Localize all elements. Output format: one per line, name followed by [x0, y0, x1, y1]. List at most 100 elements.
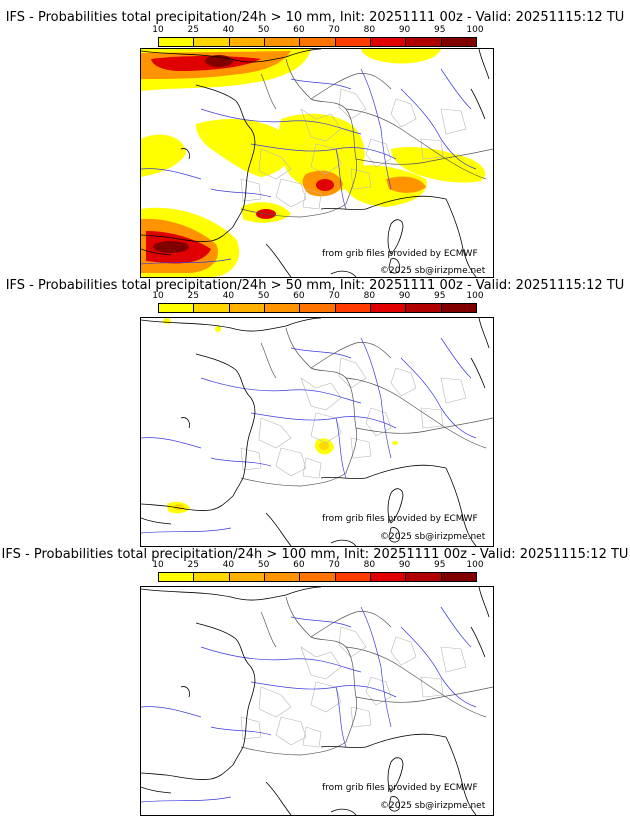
- map-line: [240, 203, 347, 218]
- copyright-credit: ©2025 sb@irizpme.net: [380, 266, 486, 276]
- map-line: [445, 467, 477, 546]
- colorbar-tick-label: 25: [187, 291, 199, 301]
- map-line: [300, 646, 342, 680]
- map-line: [141, 258, 232, 265]
- map-line: [195, 622, 256, 766]
- map-features: [141, 587, 493, 815]
- map-line: [141, 248, 172, 256]
- precip-area: [319, 442, 329, 450]
- map-line: [302, 188, 322, 210]
- map-line: [440, 646, 467, 673]
- map-line: [258, 417, 292, 449]
- map-line: [200, 646, 362, 673]
- colorbar-segment: [264, 38, 301, 46]
- map-line: [141, 49, 322, 63]
- map-line: [330, 539, 357, 546]
- copyright-credit: ©2025 sb@irizpme.net: [380, 532, 486, 542]
- colorbar-segment: [194, 573, 230, 581]
- colorbar-tick-label: 90: [398, 25, 411, 35]
- map-line: [338, 357, 367, 389]
- precip-area: [391, 147, 486, 183]
- colorbar-segment: [441, 304, 476, 312]
- map-line: [388, 796, 400, 812]
- map-line: [445, 198, 477, 277]
- precip-area: [361, 49, 441, 64]
- map-svg: [141, 587, 493, 815]
- precip-areas: [141, 49, 486, 277]
- map-line: [355, 686, 493, 703]
- map-line: [350, 437, 372, 459]
- map-line: [400, 88, 477, 170]
- precip-area: [392, 441, 398, 445]
- precip-area: [141, 134, 186, 177]
- map-line: [388, 258, 400, 274]
- map-line: [195, 84, 256, 228]
- map-line: [180, 417, 190, 429]
- colorbar-tick-label: 100: [466, 25, 484, 35]
- colorbar-ticks: 10 25 40 50 60 70 80 90 95 100: [0, 560, 630, 572]
- map-line: [290, 347, 352, 359]
- colorbar-tick-label: 60: [293, 560, 305, 570]
- map-line: [320, 195, 447, 210]
- colorbar-tick-label: 40: [222, 560, 235, 570]
- colorbar-segment: [300, 38, 336, 46]
- source-credit: from grib files provided by ECMWF: [322, 783, 478, 793]
- map-line: [300, 377, 342, 411]
- map-line: [470, 88, 486, 120]
- map-line: [260, 342, 277, 379]
- map-line: [265, 512, 292, 546]
- colorbar-tick-label: 25: [187, 25, 199, 35]
- panel-title: IFS - Probabilities total precipitation/…: [5, 278, 625, 293]
- colorbar-tick-label: 50: [257, 25, 270, 35]
- map-line: [338, 626, 367, 658]
- map-line: [250, 412, 397, 429]
- colorbar-segment: [441, 573, 476, 581]
- map-line: [360, 337, 392, 459]
- map-line: [345, 108, 487, 180]
- colorbar-segment: [194, 304, 230, 312]
- colorbar-segment: [406, 573, 442, 581]
- map-line: [141, 226, 234, 242]
- map-frame: from grib files provided by ECMWF ©2025 …: [140, 586, 494, 816]
- colorbar-segment: [159, 304, 195, 312]
- map-line: [290, 78, 352, 90]
- map-line: [310, 73, 392, 100]
- map-line: [141, 168, 202, 180]
- map-line: [240, 447, 262, 471]
- precip-area: [215, 326, 221, 332]
- map-line: [400, 626, 477, 708]
- map-line: [210, 726, 272, 736]
- panel-title: IFS - Probabilities total precipitation/…: [5, 10, 625, 25]
- map-line: [360, 68, 392, 190]
- colorbar-tick-label: 95: [434, 291, 446, 301]
- precip-area: [174, 504, 184, 510]
- map-line: [390, 636, 417, 666]
- precip-area: [196, 119, 292, 177]
- precip-area: [386, 176, 426, 193]
- map-line: [141, 318, 322, 332]
- map-line: [390, 98, 417, 128]
- colorbar-segment: [406, 304, 442, 312]
- map-line: [141, 796, 232, 803]
- map-line: [300, 108, 342, 142]
- map-line: [141, 764, 234, 780]
- copyright-credit: ©2025 sb@irizpme.net: [380, 801, 486, 811]
- map-line: [210, 188, 272, 198]
- map-line: [420, 407, 444, 429]
- map-line: [302, 457, 322, 479]
- map-line: [355, 417, 493, 434]
- map-line: [310, 611, 392, 638]
- colorbar-segment: [264, 304, 301, 312]
- map-line: [440, 68, 472, 110]
- map-line: [250, 143, 397, 160]
- map-line: [335, 417, 347, 479]
- map-line: [141, 786, 172, 794]
- colorbar-segment: [406, 38, 442, 46]
- colorbar-tick-label: 10: [152, 560, 164, 570]
- colorbar: [158, 572, 477, 582]
- map-line: [141, 495, 234, 511]
- map-line: [260, 73, 277, 110]
- colorbar-tick-label: 10: [152, 291, 164, 301]
- map-line: [440, 337, 472, 379]
- map-line: [240, 472, 347, 487]
